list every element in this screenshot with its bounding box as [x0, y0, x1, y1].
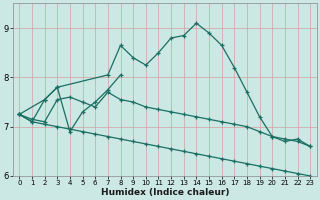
- X-axis label: Humidex (Indice chaleur): Humidex (Indice chaleur): [100, 188, 229, 197]
